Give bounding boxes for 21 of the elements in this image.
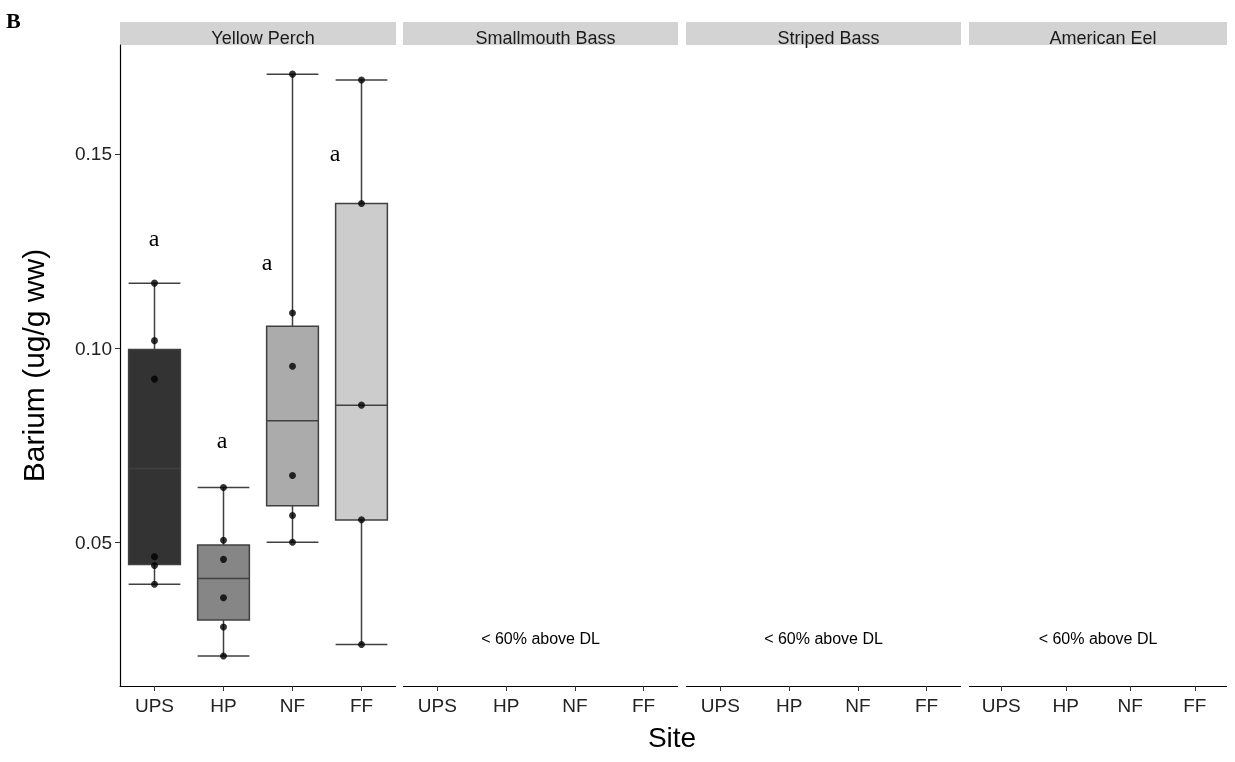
x-tick-label: FF	[349, 695, 374, 716]
annotation: a	[148, 225, 160, 251]
x-tick-label: NF	[279, 695, 306, 716]
x-tick-label: UPS	[134, 695, 175, 716]
text: American Eel	[1049, 28, 1157, 48]
text: B	[6, 8, 21, 34]
annotation: a	[261, 249, 273, 275]
text: < 60% above DL	[481, 629, 600, 647]
text: < 60% above DL	[764, 629, 883, 647]
annotation: a	[216, 427, 228, 453]
text: Site	[646, 722, 698, 754]
y-axis-title: Barium (ug/g ww)	[16, 248, 50, 483]
annotation: a	[329, 140, 341, 166]
text: < 60% above DL	[1038, 629, 1158, 647]
y-tick-label: 0.10	[75, 337, 112, 359]
x-tick-label: HP	[210, 695, 237, 716]
text: Smallmouth Bass	[475, 28, 616, 48]
y-tick-label: 0.15	[75, 143, 112, 165]
y-tick-label: 0.05	[75, 531, 112, 553]
text: Striped Bass	[777, 28, 880, 48]
chart-title: Yellow Perch	[211, 28, 315, 48]
